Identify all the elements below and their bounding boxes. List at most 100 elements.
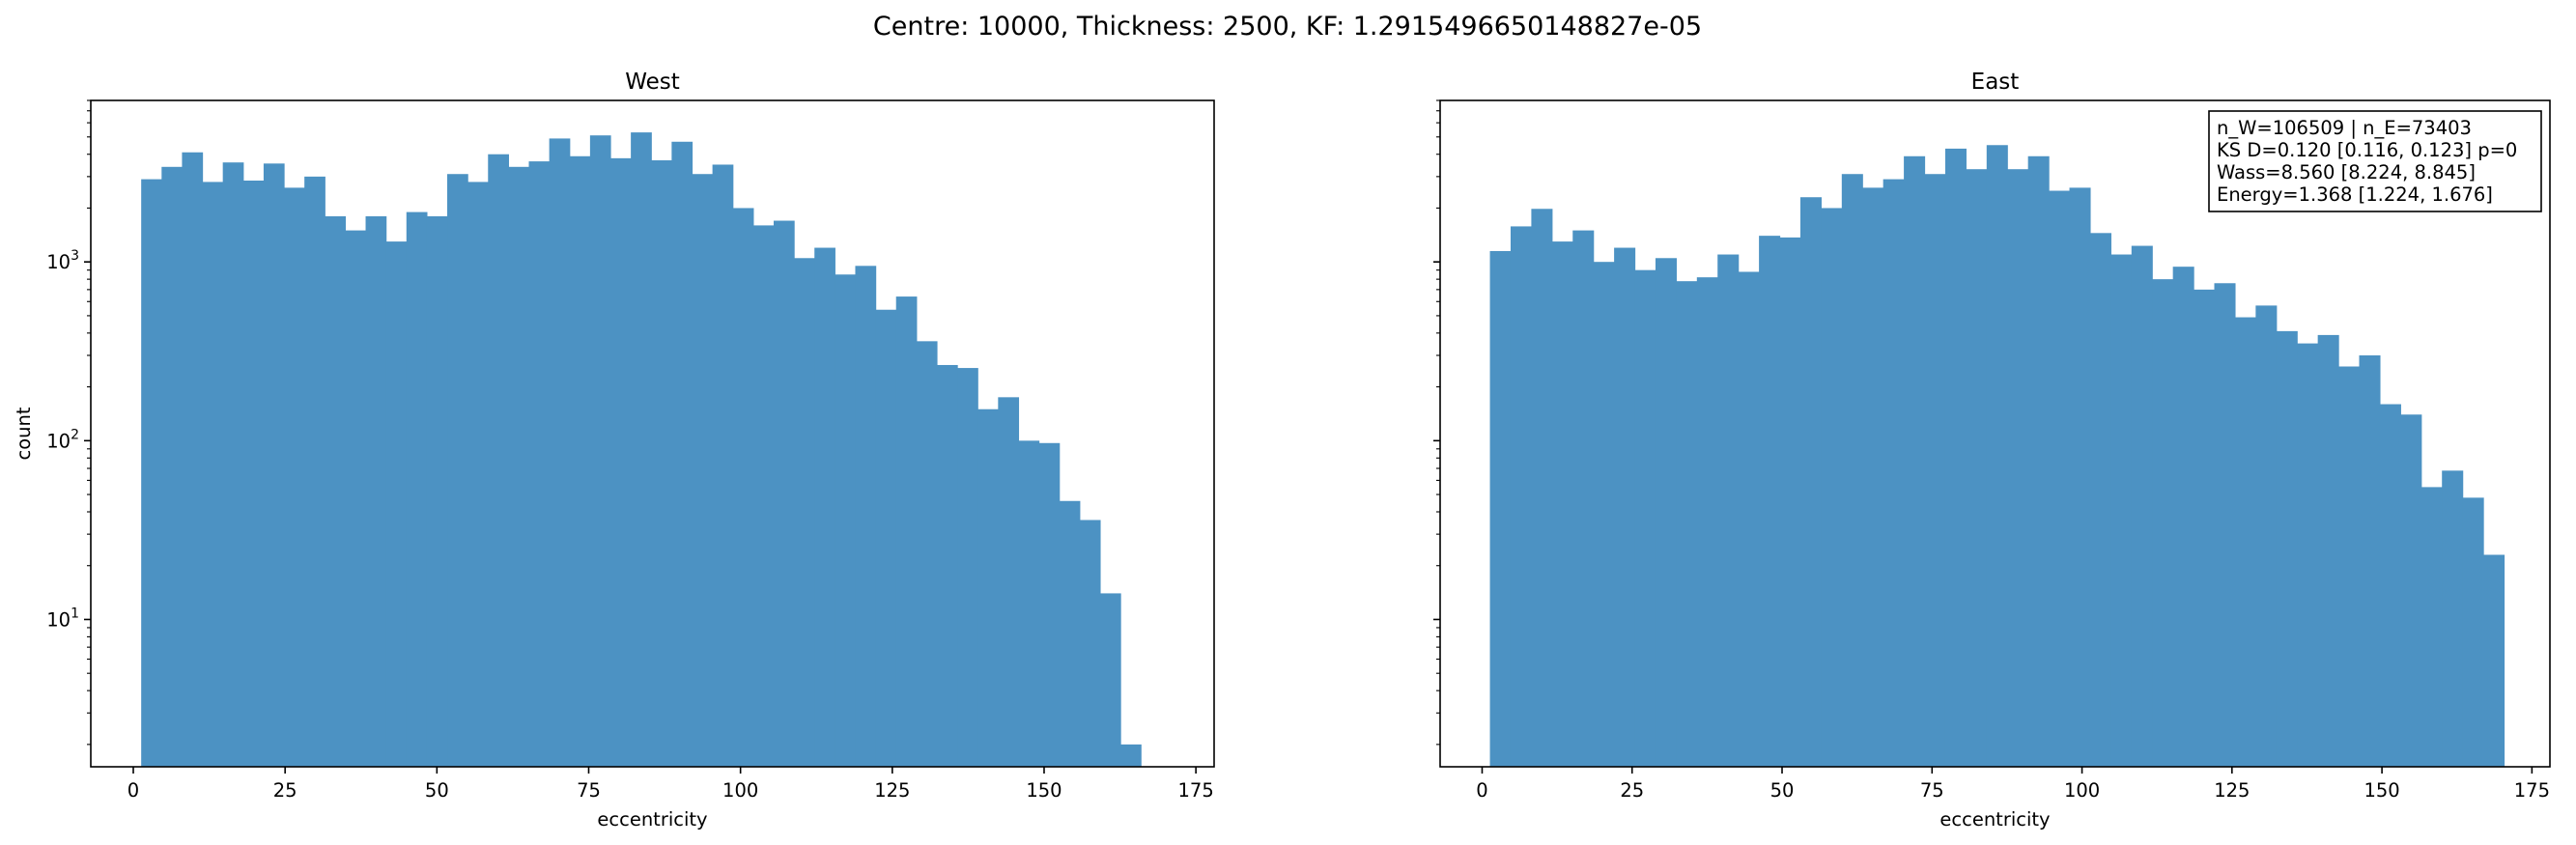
histogram-bar <box>1924 174 1946 767</box>
x-tick-label: 50 <box>1770 779 1795 802</box>
histogram-bar <box>284 187 305 768</box>
histogram-bar <box>222 162 244 767</box>
east-x-axis-label: eccentricity <box>1939 808 2050 831</box>
histogram-bar <box>365 215 387 767</box>
histogram-bar <box>651 159 672 767</box>
histogram-bar <box>916 341 938 767</box>
x-tick-label: 100 <box>2064 779 2100 802</box>
x-tick-label: 150 <box>1026 779 1062 802</box>
histogram-bar <box>2234 317 2256 767</box>
histogram-bar <box>182 152 204 768</box>
histogram-bar <box>528 161 551 767</box>
histogram-bar <box>977 408 999 767</box>
histogram-bar <box>1531 209 1553 767</box>
histogram-bar <box>875 309 897 767</box>
histogram-bar <box>1655 258 1677 767</box>
histogram-bar <box>325 215 347 767</box>
histogram-bar <box>1614 247 1636 768</box>
histogram-bar <box>1572 230 1595 767</box>
histogram-bar <box>1821 208 1843 767</box>
histogram-bar <box>2297 343 2319 767</box>
histogram-bar <box>1841 174 1863 767</box>
x-tick-label: 25 <box>273 779 297 802</box>
y-axis-label: count <box>13 407 35 460</box>
y-tick-label: 101 <box>46 606 79 631</box>
histogram-bar <box>1966 169 1988 767</box>
x-tick-label: 0 <box>127 779 139 802</box>
x-tick-label: 25 <box>1620 779 1644 802</box>
histogram-bar <box>2483 554 2505 767</box>
stats-annotation-box: n_W=106509 | n_E=73403 KS D=0.120 [0.116… <box>2208 110 2542 212</box>
y-tick-label: 103 <box>46 248 79 273</box>
histogram-bar <box>2317 334 2339 767</box>
histogram-bar <box>2420 487 2443 767</box>
histogram-bar <box>2007 169 2029 767</box>
histogram-bar <box>2089 233 2111 768</box>
west-panel: 0 25 50 75 100 125 150 175 101 102 103 West eccent… <box>13 70 1215 831</box>
histogram-bar <box>1634 269 1656 767</box>
histogram-bar <box>467 182 489 767</box>
histogram-bar <box>1120 744 1142 767</box>
histogram-bar <box>1593 262 1615 767</box>
histogram-bar <box>1551 241 1573 767</box>
x-tick-label: 125 <box>2214 779 2250 802</box>
west-x-axis-label: eccentricity <box>597 808 707 831</box>
histogram-bar <box>671 141 694 767</box>
annotation-line: Energy=1.368 [1.224, 1.676] <box>2217 183 2493 206</box>
histogram-bar <box>957 368 978 767</box>
histogram-bar <box>752 225 775 768</box>
annotation-frame <box>2208 110 2542 212</box>
histogram-bar <box>2131 245 2153 767</box>
histogram-bar <box>692 174 714 767</box>
histogram-bar <box>1882 179 1905 767</box>
histogram-bar <box>855 266 877 767</box>
histogram-bar <box>1038 442 1061 767</box>
west-axes-frame <box>90 99 1215 768</box>
east-axes-frame <box>1439 99 2551 768</box>
east-axis-ticks: 0 25 50 75 100 125 150 175 <box>1433 99 2550 802</box>
histogram-bar <box>1079 520 1101 767</box>
histogram-bar <box>1779 237 1801 768</box>
histogram-bar <box>732 208 754 767</box>
histogram-bar <box>1018 440 1040 767</box>
chart-title: Centre: 10000, Thickness: 2500, KF: 1.29… <box>873 12 1702 42</box>
histogram-bar <box>1904 155 1926 768</box>
histogram-bar <box>2276 330 2298 767</box>
histogram-bar <box>1799 197 1822 767</box>
histogram-bar <box>202 182 224 767</box>
histogram-bar <box>2194 289 2216 767</box>
annotation-line: KS D=0.120 [0.116, 0.123] p=0 <box>2217 139 2517 161</box>
x-tick-label: 50 <box>425 779 449 802</box>
x-tick-label: 175 <box>2514 779 2550 802</box>
histogram-bar <box>1738 271 1760 767</box>
histogram-bar <box>2400 414 2422 767</box>
histogram-bar <box>2359 354 2381 767</box>
histogram-bar <box>835 274 857 767</box>
east-panel: 0 25 50 75 100 125 150 175 East eccentricity n_… <box>1433 70 2551 831</box>
histogram-bar <box>2338 366 2361 767</box>
histogram-bar <box>2027 155 2050 768</box>
histogram-bar <box>1944 148 1967 768</box>
histogram-bar <box>508 166 530 767</box>
histogram-bar <box>2462 497 2484 767</box>
annotation-line: Wass=8.560 [8.224, 8.845] <box>2217 161 2476 183</box>
histogram-bar <box>1759 236 1781 768</box>
x-tick-label: 100 <box>722 779 758 802</box>
histogram-bar <box>488 154 509 768</box>
histogram-bar <box>263 163 285 767</box>
histogram-bar <box>406 211 428 768</box>
histogram-bar <box>426 215 448 767</box>
histogram-bar <box>161 166 184 767</box>
histogram-bar <box>1862 187 1884 768</box>
histogram-bar <box>1717 254 1740 767</box>
histogram-bar <box>2172 267 2194 767</box>
west-panel-title: West <box>625 70 680 95</box>
histogram-bar <box>773 220 795 767</box>
east-bars <box>1489 145 2505 768</box>
histogram-bar <box>609 157 632 767</box>
histogram-bar <box>712 164 734 768</box>
histogram-bar <box>549 138 571 767</box>
histogram-bar <box>141 179 162 767</box>
histogram-bar <box>936 364 958 767</box>
histogram-bar <box>589 135 611 768</box>
